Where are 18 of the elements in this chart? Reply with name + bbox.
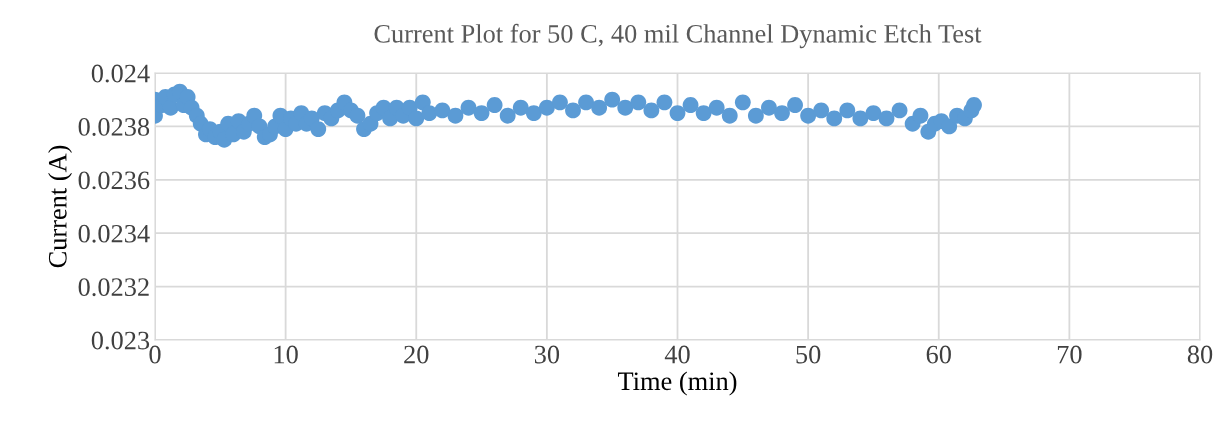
x-tick-label: 30	[534, 345, 560, 364]
y-tick-label: 0.0234	[78, 224, 150, 243]
x-tick-label: 60	[926, 345, 951, 364]
x-tick-label: 50	[796, 345, 821, 364]
y-axis-title: Current (A)	[48, 145, 73, 268]
y-tick-label: 0.023	[91, 331, 150, 350]
chart-title: Current Plot for 50 C, 40 mil Channel Dynamic Etch Test	[374, 23, 982, 49]
x-tick-label: 0	[149, 345, 161, 364]
x-tick-label: 40	[664, 345, 690, 364]
y-tick-label: 0.024	[91, 64, 150, 83]
x-tick-label: 20	[404, 345, 429, 364]
y-tick-label: 0.0236	[78, 171, 150, 190]
x-tick-label: 70	[1057, 345, 1082, 364]
y-tick-label: 0.0232	[78, 278, 149, 297]
x-tick-label: 10	[274, 345, 298, 364]
x-axis-title: Time (min)	[617, 371, 737, 396]
y-tick-label: 0.0238	[78, 118, 150, 136]
x-tick-label: 80	[1187, 345, 1213, 364]
